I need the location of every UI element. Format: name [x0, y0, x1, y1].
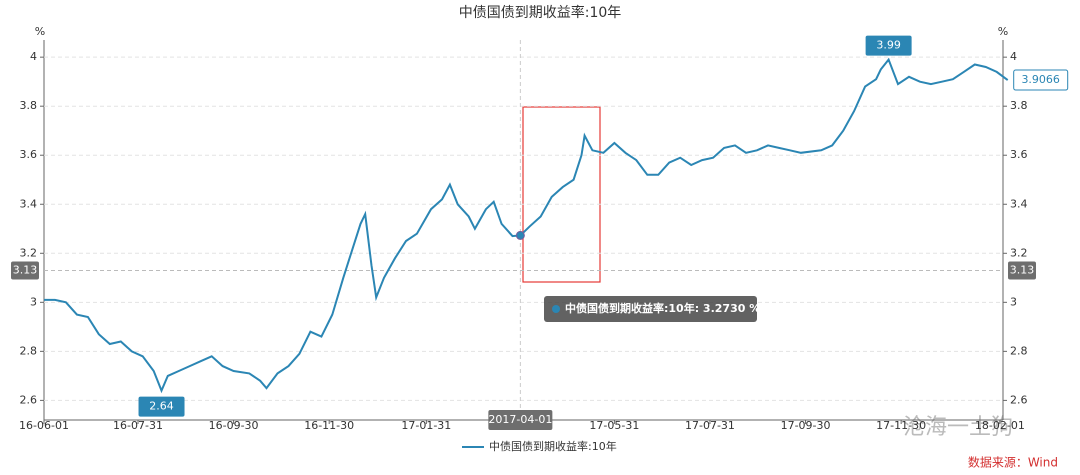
x-tick-label: 17-05-31	[589, 419, 639, 432]
y-tick-label: 4	[30, 50, 37, 63]
min-label-box	[138, 396, 185, 417]
highlight-box	[522, 106, 601, 283]
x-tick-label: 16-07-31	[113, 419, 163, 432]
x-tick-label: 17-09-30	[781, 419, 831, 432]
x-tick-label: 16-11-30	[304, 419, 354, 432]
y-tick-label: 2.6	[20, 393, 38, 406]
crosshair-y2-label-box	[1008, 261, 1036, 280]
crosshair-y2-label: 3.13	[1010, 263, 1035, 276]
crosshair-y-label-box	[11, 261, 39, 280]
max-label: 3.99	[876, 39, 901, 52]
x-tick-label: 18-02-01	[975, 419, 1025, 432]
y2-tick-label: 4	[1010, 50, 1017, 63]
series-line	[44, 57, 1009, 394]
y-tick-label: 2.8	[20, 344, 38, 357]
chart-title: 中债国债到期收益率:10年	[459, 4, 622, 21]
crosshair-x-label: 2017-04-01	[488, 413, 552, 426]
x-tick-label: 16-09-30	[209, 419, 259, 432]
max-label-box	[865, 35, 912, 56]
y-tick-label: 3.6	[20, 148, 38, 161]
x-tick-label: 17-07-31	[685, 419, 735, 432]
y2-tick-label: 3.2	[1010, 246, 1028, 259]
y2-tick-label: 3.8	[1010, 99, 1028, 112]
source: 数据来源：Wind	[968, 455, 1058, 470]
last-label: 3.9066	[1021, 73, 1060, 86]
last-label-box	[1013, 69, 1069, 91]
tooltip-box	[544, 296, 757, 322]
x-tick-label: 16-06-01	[19, 419, 69, 432]
tooltip-text: 中债国债到期收益率:10年: 3.2730 %	[565, 301, 760, 315]
min-label: 2.64	[149, 400, 174, 413]
tooltip-swatch	[552, 305, 560, 313]
y2-tick-label: 3	[1010, 295, 1017, 308]
crosshair-y-label: 3.13	[13, 263, 38, 276]
y2-tick-label: 3.4	[1010, 197, 1028, 210]
y2-tick-label: 2.8	[1010, 344, 1028, 357]
y-tick-label: 3	[30, 295, 37, 308]
y-tick-label: 3.8	[20, 99, 38, 112]
y2-tick-label: 2.6	[1010, 393, 1028, 406]
y2-tick-label: 3.6	[1010, 148, 1028, 161]
y-tick-label: 3.2	[20, 246, 38, 259]
y2-axis-unit: %	[998, 25, 1008, 38]
legend-label: 中债国债到期收益率:10年	[489, 439, 617, 453]
y-axis-unit: %	[35, 25, 45, 38]
tooltip-point	[515, 230, 525, 240]
y-tick-label: 3.4	[20, 197, 38, 210]
x-tick-label: 17-01-31	[401, 419, 451, 432]
x-tick-label: 17-11-30	[876, 419, 926, 432]
watermark: 沧海一土狗	[903, 415, 1013, 440]
crosshair-x-label-box	[488, 410, 553, 430]
